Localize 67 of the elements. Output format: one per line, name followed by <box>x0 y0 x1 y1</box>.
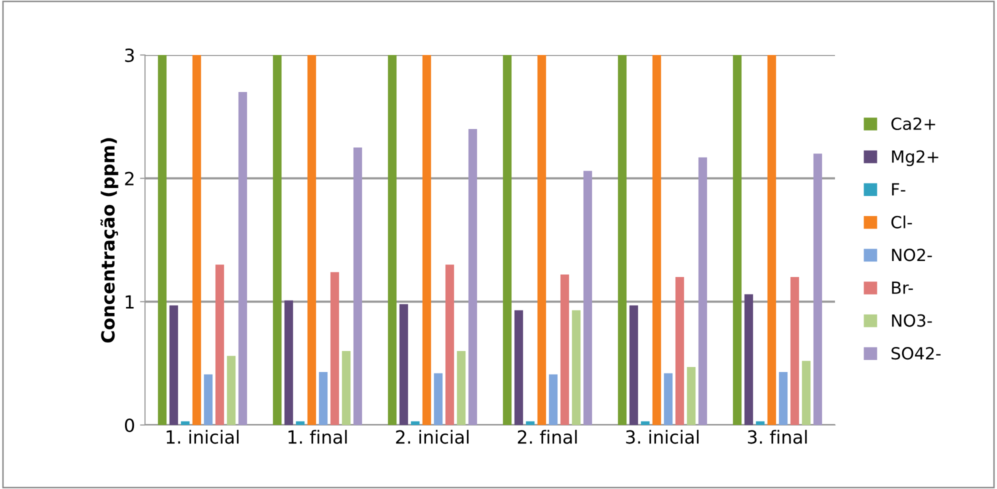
bar <box>629 305 638 425</box>
bar <box>410 421 420 425</box>
bar <box>215 264 224 425</box>
legend-label: Mg2+ <box>892 150 938 166</box>
bar <box>468 129 478 425</box>
bar <box>456 351 466 425</box>
bar <box>422 55 432 425</box>
legend-label: F- <box>892 183 906 196</box>
bar <box>434 373 443 425</box>
bar <box>572 310 581 425</box>
bar <box>548 374 558 425</box>
bar <box>238 92 248 425</box>
bar <box>296 421 305 425</box>
bar <box>537 55 546 425</box>
bar <box>802 360 811 425</box>
bar <box>169 305 178 425</box>
bar <box>330 272 340 425</box>
bar <box>790 277 800 425</box>
legend-label: Cl- <box>891 216 912 228</box>
bar <box>813 154 822 425</box>
bar <box>180 421 190 425</box>
bar <box>353 148 362 425</box>
y-tick-label: 1 <box>126 295 134 309</box>
bar <box>307 55 316 425</box>
bar <box>664 373 673 425</box>
y-tick-label: 2 <box>125 172 134 186</box>
bar <box>204 374 213 425</box>
bar <box>686 367 696 425</box>
x-tick-label: 3. final <box>748 430 807 444</box>
bar <box>618 55 627 425</box>
legend-label: Br- <box>892 282 913 294</box>
x-tick-label: 1. final <box>288 430 347 444</box>
bar <box>583 170 592 425</box>
bar <box>318 372 328 425</box>
legend-label: Ca2+ <box>891 117 936 130</box>
y-axis-title: Concentração (ppm) <box>100 138 118 342</box>
bar <box>284 300 294 425</box>
y-tick-label: 3 <box>125 48 134 62</box>
bar <box>272 55 282 425</box>
bar <box>445 264 454 425</box>
bar <box>698 157 708 425</box>
x-tick-label: 1. inicial <box>166 430 239 444</box>
legend-label: NO2- <box>892 248 932 262</box>
bar <box>744 294 754 425</box>
bar <box>778 372 788 425</box>
legend-label: SO42- <box>892 347 941 360</box>
bar <box>226 356 236 425</box>
bar <box>756 421 765 425</box>
x-tick-label: 2. inicial <box>396 430 469 444</box>
bar <box>342 351 351 425</box>
bar <box>767 55 776 425</box>
bar <box>560 274 570 425</box>
bar <box>652 55 662 425</box>
bar <box>192 55 202 425</box>
bar <box>675 277 684 425</box>
bar <box>388 55 397 425</box>
legend-label: NO3- <box>892 314 932 327</box>
x-tick-label: 2. final <box>518 430 577 444</box>
bar <box>158 55 167 425</box>
bar <box>640 421 650 425</box>
bar <box>514 310 524 425</box>
x-tick-label: 3. inicial <box>626 430 699 444</box>
bar <box>399 304 408 425</box>
bar <box>502 55 512 425</box>
y-tick-label: 0 <box>124 418 134 432</box>
bar <box>732 55 742 425</box>
bar <box>526 421 535 425</box>
